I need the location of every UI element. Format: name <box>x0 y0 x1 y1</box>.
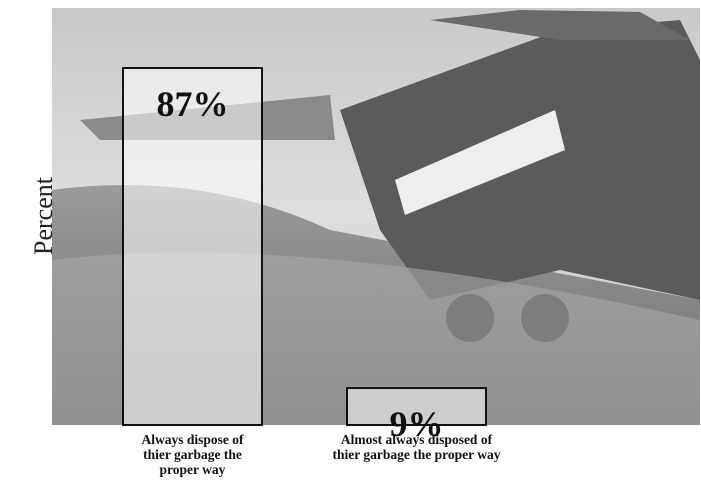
x-tick-label: Almost always disposed of thier garbage … <box>332 432 502 462</box>
chart: Percent 87%9% <box>0 0 701 490</box>
page: Percent 87%9% Always dispose of thier ga… <box>0 0 701 490</box>
y-axis-label: Percent <box>29 176 58 255</box>
value-label: 87% <box>157 84 229 124</box>
x-tick-label: Always dispose of thier garbage the prop… <box>128 432 258 477</box>
